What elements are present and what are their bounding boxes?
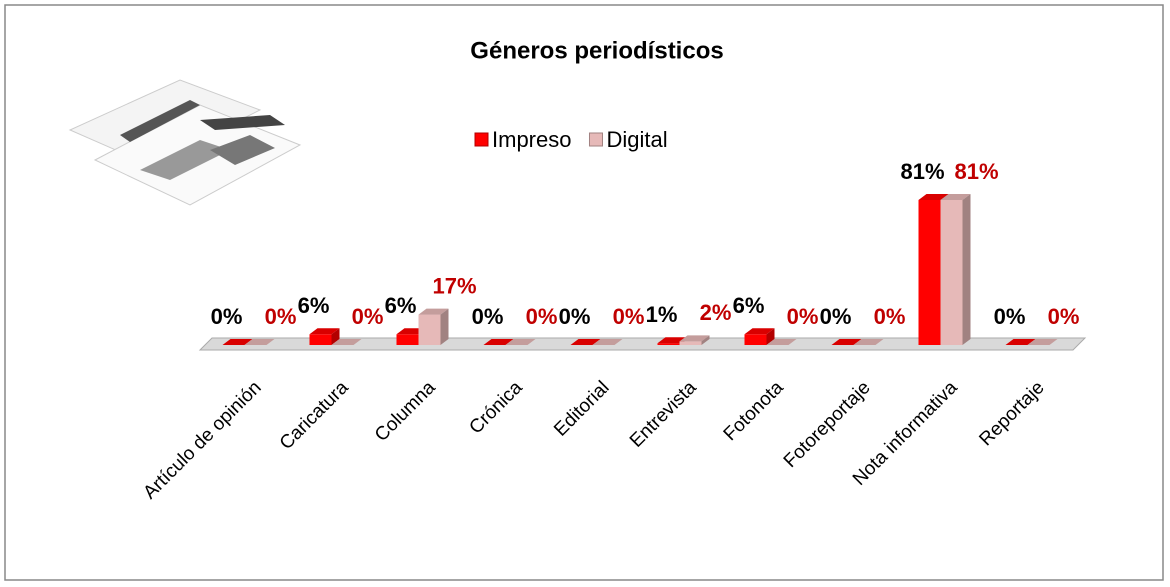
bar (918, 200, 941, 345)
bar-top (244, 339, 275, 345)
value-label: 6% (733, 293, 765, 318)
value-label: 81% (900, 159, 944, 184)
value-label: 6% (385, 293, 417, 318)
legend-swatch (588, 132, 603, 147)
legend-label: Impreso (492, 127, 571, 152)
value-label: 0% (265, 304, 297, 329)
bar-side (331, 328, 340, 345)
legend-label: Digital (606, 127, 667, 152)
bar-top (744, 328, 775, 335)
value-label: 0% (820, 304, 852, 329)
bar-side (701, 335, 710, 345)
legend-swatch (474, 132, 489, 147)
bar-top (592, 339, 623, 345)
bar-top (918, 194, 949, 200)
bar (744, 334, 767, 345)
bar-top (853, 339, 884, 345)
value-label: 0% (1048, 304, 1080, 329)
bar-top (505, 339, 536, 345)
value-label: 0% (211, 304, 243, 329)
value-label: 0% (874, 304, 906, 329)
bar-top (679, 335, 710, 342)
value-label: 0% (787, 304, 819, 329)
value-label: 81% (954, 159, 998, 184)
bar-top (831, 339, 862, 345)
bar-top (331, 339, 362, 345)
bar (679, 341, 702, 345)
bar-top (309, 328, 340, 335)
bar-top (483, 339, 514, 345)
value-label: 17% (432, 273, 476, 298)
bar-top (940, 194, 971, 200)
bar-side (440, 308, 449, 345)
value-label: 0% (526, 304, 558, 329)
bar-side (962, 194, 971, 345)
bar-top (766, 339, 797, 345)
value-label: 0% (613, 304, 645, 329)
value-label: 0% (472, 304, 504, 329)
bar-top (222, 339, 253, 345)
bar-top (570, 339, 601, 345)
bar-top (1005, 339, 1036, 345)
bar (940, 200, 963, 345)
bar-top (418, 308, 449, 315)
value-label: 1% (646, 302, 678, 327)
value-label: 6% (298, 293, 330, 318)
value-label: 0% (994, 304, 1026, 329)
bar (657, 343, 680, 345)
bar (418, 314, 441, 345)
bar-side (766, 328, 775, 345)
value-label: 0% (559, 304, 591, 329)
value-label: 2% (700, 300, 732, 325)
chart-title: Géneros periodísticos (470, 37, 723, 64)
value-label: 0% (352, 304, 384, 329)
bar (309, 334, 332, 345)
bar-top (1027, 339, 1058, 345)
bar (396, 334, 419, 345)
newspaper-illustration (68, 79, 302, 206)
